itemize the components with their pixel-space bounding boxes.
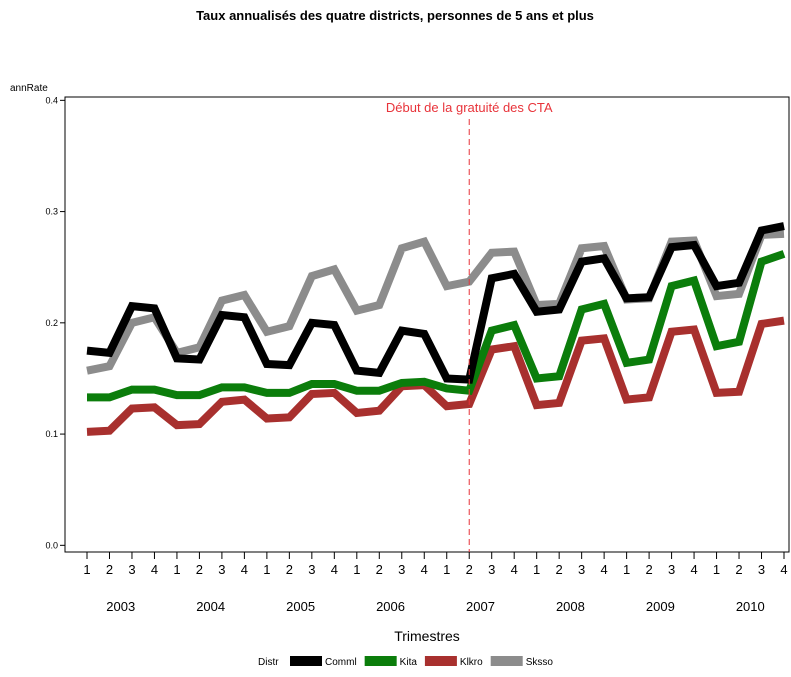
x-tick-label: 3	[128, 562, 135, 577]
x-tick-label: 3	[668, 562, 675, 577]
x-tick-label: 1	[623, 562, 630, 577]
x-tick-label: 2	[735, 562, 742, 577]
x-tick-label: 2	[645, 562, 652, 577]
x-tick-label: 3	[488, 562, 495, 577]
plot-frame	[64, 96, 790, 553]
x-tick-label: 1	[353, 562, 360, 577]
x-tick-label: 2	[466, 562, 473, 577]
x-tick-label: 4	[780, 562, 787, 577]
x-tick-label: 2	[196, 562, 203, 577]
x-group-label: 2005	[286, 599, 315, 614]
x-tick-label: 1	[533, 562, 540, 577]
x-tick-label: 2	[106, 562, 113, 577]
x-group-label: 2009	[646, 599, 675, 614]
x-group-label: 2007	[466, 599, 495, 614]
x-group-label: 2004	[196, 599, 225, 614]
x-tick-label: 4	[421, 562, 428, 577]
x-tick-label: 4	[511, 562, 518, 577]
x-tick-label: 2	[286, 562, 293, 577]
x-group-label: 2008	[556, 599, 585, 614]
x-tick-label: 1	[713, 562, 720, 577]
y-tick-label: 0.2	[45, 318, 58, 328]
legend-label: Comml	[325, 657, 357, 668]
legend-label: Kita	[400, 657, 418, 668]
x-axis-label: Trimestres	[394, 628, 460, 644]
y-tick-label: 0.3	[45, 207, 58, 217]
x-group-label: 2006	[376, 599, 405, 614]
series-line	[87, 250, 786, 402]
legend-swatch	[364, 656, 397, 666]
x-tick-label: 4	[690, 562, 697, 577]
x-tick-label: 3	[758, 562, 765, 577]
x-tick-label: 1	[83, 562, 90, 577]
x-tick-label: 1	[173, 562, 180, 577]
legend-swatch	[290, 656, 322, 666]
x-tick-label: 4	[331, 562, 338, 577]
x-tick-label: 4	[151, 562, 158, 577]
y-tick-label: 0.0	[45, 540, 58, 550]
x-tick-label: 2	[376, 562, 383, 577]
y-tick-label: 0.4	[45, 95, 58, 105]
chart-title: Taux annualisés des quatre districts, pe…	[196, 8, 594, 23]
y-tick-label: 0.1	[45, 429, 58, 439]
x-tick-label: 2	[556, 562, 563, 577]
x-tick-label: 1	[443, 562, 450, 577]
x-tick-label: 3	[218, 562, 225, 577]
legend-label: Klkro	[460, 657, 483, 668]
x-tick-label: 3	[578, 562, 585, 577]
x-group-label: 2003	[106, 599, 135, 614]
legend-title: Distr	[258, 657, 279, 668]
legend-swatch	[424, 656, 457, 666]
x-tick-label: 3	[308, 562, 315, 577]
series-line	[86, 222, 785, 384]
legend-swatch	[490, 656, 523, 666]
series-line	[86, 316, 785, 436]
annotation-label: Début de la gratuité des CTA	[386, 100, 553, 115]
x-tick-label: 4	[601, 562, 608, 577]
x-tick-label: 4	[241, 562, 248, 577]
x-group-label: 2010	[736, 599, 765, 614]
x-tick-label: 3	[398, 562, 405, 577]
legend-label: Sksso	[526, 657, 554, 668]
y-axis-label: annRate	[10, 83, 48, 94]
x-tick-label: 1	[263, 562, 270, 577]
